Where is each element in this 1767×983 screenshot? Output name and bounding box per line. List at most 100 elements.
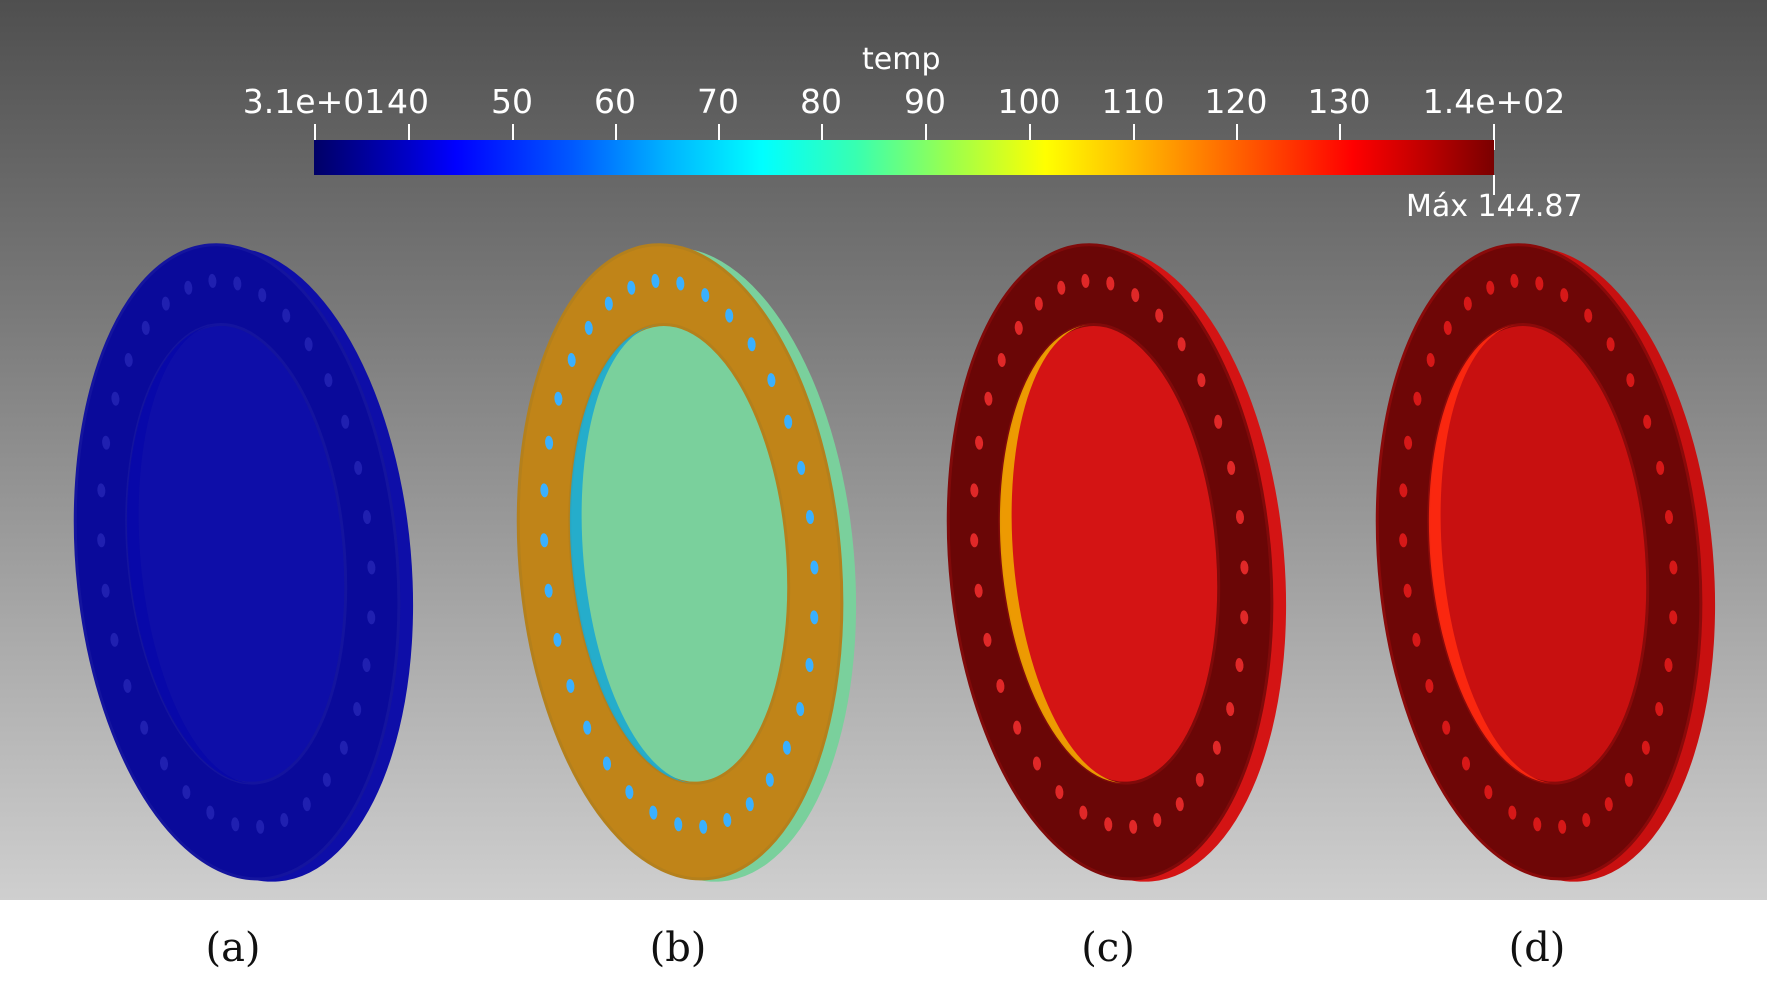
bolt-hole [1106, 276, 1115, 291]
bolt-hole [1055, 785, 1064, 800]
colorbar-tick-label: 120 [1204, 82, 1268, 121]
ring-face [516, 243, 844, 881]
bolt-hole [1606, 337, 1615, 352]
bolt-hole [584, 320, 593, 335]
ring-group [73, 243, 414, 882]
ring-inner-wall [1428, 324, 1559, 784]
colorbar-tick [821, 124, 823, 150]
bolt-hole [1560, 288, 1569, 303]
bolt-hole [1626, 373, 1635, 388]
bolt-hole [1212, 740, 1221, 755]
bolt-hole [1214, 414, 1223, 429]
bolt-hole [1508, 805, 1517, 820]
colorbar-tick-label: 110 [1101, 82, 1165, 121]
bolt-hole [1195, 772, 1204, 787]
bolt-hole [1227, 460, 1236, 475]
colorbar-tick [408, 124, 410, 150]
bolt-hole [256, 819, 265, 834]
bolt-hole [1235, 658, 1244, 673]
bolt-hole [101, 583, 110, 598]
bolt-hole [206, 805, 215, 820]
bolt-hole [1484, 785, 1493, 800]
bolt-hole [676, 276, 685, 291]
caption-b: (b) [649, 925, 707, 971]
bolt-hole [141, 320, 150, 335]
bolt-hole [362, 510, 372, 525]
colorbar-tick-label: 50 [491, 82, 533, 121]
bolt-hole [1197, 373, 1206, 388]
bolt-hole [97, 483, 106, 498]
bolt-hole [975, 435, 984, 450]
bolt-hole [1426, 353, 1435, 367]
colorbar-tick [1133, 124, 1135, 150]
bolt-hole [182, 785, 191, 800]
bolt-hole [353, 702, 362, 716]
bolt-hole [1177, 337, 1186, 352]
bolt-hole [545, 435, 554, 450]
bolt-hole [1425, 678, 1434, 693]
bolt-hole [797, 460, 806, 475]
bolt-hole [1510, 273, 1519, 288]
ring-group [516, 243, 857, 882]
bolt-hole [1226, 702, 1235, 716]
bolt-hole [159, 756, 169, 771]
bolt-hole [674, 817, 683, 832]
bolt-hole [1032, 756, 1042, 771]
bolt-hole [1404, 435, 1413, 450]
bolt-hole [362, 658, 371, 673]
bolt-hole [602, 756, 612, 771]
bolt-hole [302, 797, 311, 812]
bolt-hole [1669, 610, 1678, 625]
bolt-hole [1131, 288, 1140, 303]
bolt-hole [1155, 308, 1164, 323]
bolt-hole [725, 308, 734, 323]
bolt-hole [304, 337, 313, 352]
bolt-hole [983, 632, 992, 647]
bolt-hole [231, 817, 240, 832]
bolt-hole [324, 373, 333, 388]
bolt-hole [540, 533, 549, 548]
bolt-hole [796, 702, 805, 716]
bolt-hole [970, 533, 979, 548]
render-viewport: temp 3.1e+01 40 50 60 70 80 90 100 110 1… [0, 0, 1767, 900]
bolt-hole [1643, 414, 1652, 429]
bolt-hole [1582, 813, 1591, 827]
colorbar-tick [1029, 124, 1031, 150]
ring-face [1375, 243, 1703, 881]
bolt-hole [1413, 391, 1422, 406]
bolt-hole [354, 460, 363, 475]
bolt-hole [1403, 583, 1412, 598]
bolt-hole [102, 435, 111, 450]
bolt-hole [651, 273, 660, 288]
colorbar-title: temp [862, 42, 941, 77]
bolt-hole [1669, 560, 1678, 575]
ring-inner-wall [126, 324, 257, 784]
bolt-hole [367, 610, 376, 625]
bolt-hole [805, 510, 815, 525]
ring-a [73, 243, 414, 882]
bolt-hole [1463, 296, 1472, 311]
bolt-hole [1641, 740, 1650, 755]
bolt-hole [280, 813, 289, 827]
ring-c [946, 243, 1287, 882]
bolt-hole [540, 483, 549, 498]
bolt-hole [1533, 817, 1542, 832]
bolt-hole [1057, 280, 1066, 295]
bolt-hole [765, 772, 774, 787]
bolt-hole [567, 353, 576, 367]
bolt-hole [97, 533, 106, 548]
bolt-hole [1461, 756, 1471, 771]
ring-inner-wall [569, 324, 700, 784]
bolt-hole [970, 483, 979, 498]
bolt-hole [1486, 280, 1495, 295]
ring-face [946, 243, 1274, 881]
bolt-hole [1240, 610, 1249, 625]
bolt-hole [996, 678, 1005, 693]
bolt-hole [1013, 720, 1022, 735]
bolt-hole [1558, 819, 1567, 834]
bolt-hole [649, 805, 658, 820]
bolt-hole [1104, 817, 1113, 832]
colorbar-tick [718, 124, 720, 150]
bolt-hole [566, 678, 575, 693]
colorbar [314, 140, 1494, 175]
